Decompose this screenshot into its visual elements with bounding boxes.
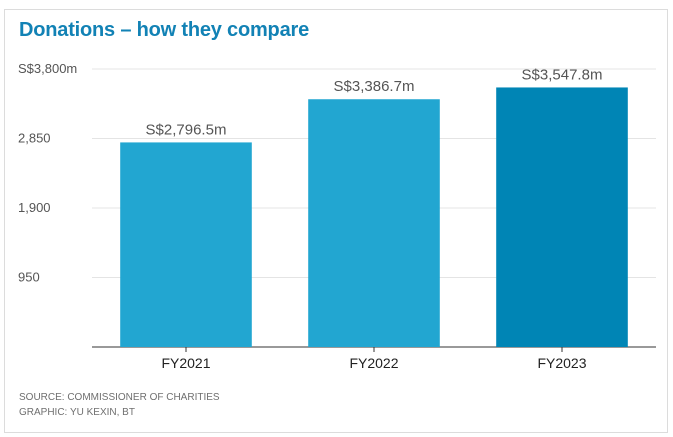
- data-label: S$3,386.7m: [334, 78, 415, 95]
- y-tick-label: 2,850: [18, 131, 51, 146]
- y-tick-label: S$3,800m: [18, 61, 77, 76]
- x-tick-label: FY2023: [537, 355, 586, 371]
- source-note: SOURCE: COMMISSIONER OF CHARITIES: [19, 392, 220, 403]
- bar-fy2022: [308, 99, 440, 347]
- y-tick-label: 1,900: [18, 200, 51, 215]
- x-tick-label: FY2022: [349, 355, 398, 371]
- graphic-credit: GRAPHIC: YU KEXIN, BT: [19, 407, 135, 418]
- y-tick-label: 950: [18, 270, 40, 285]
- bar-fy2021: [120, 142, 252, 347]
- x-tick-label: FY2021: [161, 355, 210, 371]
- bar-fy2023: [496, 87, 628, 347]
- data-label: S$2,796.5m: [146, 121, 227, 138]
- data-label: S$3,547.8m: [522, 66, 603, 83]
- chart-title: Donations – how they compare: [19, 19, 310, 41]
